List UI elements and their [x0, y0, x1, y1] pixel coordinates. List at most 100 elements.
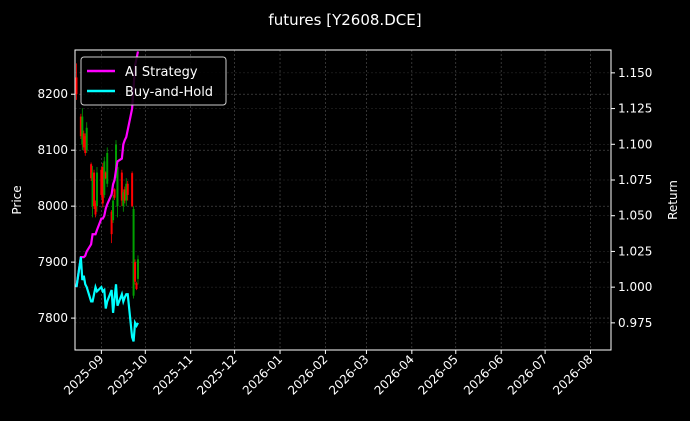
candle-body — [90, 164, 93, 179]
y-tick-label-left: 7900 — [37, 255, 68, 269]
candle — [126, 180, 129, 201]
candle — [82, 130, 85, 151]
y-tick-label-right: 1.100 — [618, 137, 652, 151]
legend-label-buy-and-hold: Buy-and-Hold — [125, 85, 213, 100]
candle-body — [82, 133, 85, 148]
y-tick-label-right: 1.025 — [618, 244, 652, 258]
candle — [104, 171, 107, 180]
candle-body — [75, 77, 78, 95]
x-tick-label: 2026-05 — [416, 352, 461, 397]
candle-body — [112, 200, 115, 221]
candle — [135, 281, 138, 291]
candle-body — [115, 144, 118, 176]
legend-box — [80, 56, 227, 106]
candle-body — [93, 172, 96, 207]
x-tick-label: 2026-02 — [285, 352, 330, 397]
series-lines — [75, 51, 140, 342]
candle — [93, 169, 96, 209]
y-tick-label-left: 7800 — [37, 311, 68, 325]
candle — [123, 186, 126, 204]
y-axis-right: 0.975 1.000 1.025 1.050 1.075 1.100 1.125 1.150 — [611, 66, 652, 330]
y-axis-left: 7800 7900 8000 8100 8200 — [37, 87, 75, 325]
y-tick-label-right: 1.050 — [618, 209, 652, 223]
candle-body — [110, 211, 113, 235]
candle-body — [95, 172, 98, 207]
y-tick-label-right: 1.125 — [618, 102, 652, 116]
x-tick-label: 2025-09 — [61, 352, 106, 397]
grid — [75, 50, 611, 350]
candle — [100, 166, 103, 198]
candle-body — [113, 189, 116, 198]
candle — [79, 113, 82, 139]
series-line-ai-strategy — [75, 51, 140, 288]
series-line-buy-and-hold — [75, 256, 139, 342]
candle-body — [132, 208, 135, 296]
candle — [81, 108, 84, 151]
candle-body — [81, 116, 84, 145]
x-tick-label: 2026-07 — [505, 352, 550, 397]
candle-body — [125, 183, 128, 201]
candle — [134, 259, 137, 285]
candle — [131, 171, 134, 208]
candle — [91, 165, 94, 218]
candle-body — [135, 283, 138, 289]
candle — [101, 163, 104, 208]
candle-body — [106, 152, 109, 184]
candle — [95, 166, 98, 212]
candle — [106, 147, 109, 188]
chart-title: futures [Y2608.DCE] — [268, 11, 421, 29]
candle — [122, 189, 125, 212]
x-tick-label: 2025-12 — [194, 352, 239, 397]
x-tick-label: 2026-04 — [372, 352, 417, 397]
candle-body — [116, 166, 119, 207]
candle-body — [104, 172, 107, 179]
candle — [84, 133, 87, 156]
x-tick-label: 2026-03 — [326, 352, 371, 397]
x-tick-label: 2026-06 — [461, 352, 506, 397]
candle — [112, 194, 115, 223]
candle-body — [85, 127, 88, 151]
candle — [85, 122, 88, 153]
legend-label-ai-strategy: AI Strategy — [125, 65, 198, 80]
candle-body — [79, 116, 82, 137]
candle-body — [122, 192, 125, 207]
x-tick-label: 2025-10 — [105, 352, 150, 397]
candle — [110, 210, 113, 244]
candle-body — [103, 161, 106, 195]
candle — [116, 161, 119, 218]
candle-body — [100, 169, 103, 195]
candle-body — [91, 172, 94, 207]
candle-body — [120, 172, 123, 201]
candle-body — [134, 262, 137, 282]
candle-body — [123, 189, 126, 201]
candle-body — [131, 173, 134, 207]
y-tick-label-right: 0.975 — [618, 316, 652, 330]
candle — [136, 255, 139, 285]
x-tick-label: 2026-08 — [550, 352, 595, 397]
candle — [125, 178, 128, 207]
y-tick-label-right: 1.075 — [618, 173, 652, 187]
y-tick-label-right: 1.150 — [618, 66, 652, 80]
candle-body — [126, 183, 129, 195]
y-tick-label-left: 8000 — [37, 199, 68, 213]
candle-body — [101, 166, 104, 204]
candle — [75, 63, 78, 100]
candle-body — [84, 136, 87, 153]
candle — [120, 169, 123, 207]
y-axis-left-label: Price — [10, 185, 24, 214]
legend: AI Strategy Buy-and-Hold — [80, 56, 227, 106]
x-tick-label: 2026-01 — [240, 352, 285, 397]
candle — [103, 156, 106, 198]
y-tick-label-right: 1.000 — [618, 280, 652, 294]
candle — [113, 188, 116, 200]
y-axis-right-label: Return — [666, 180, 680, 220]
candle — [94, 200, 97, 218]
candle — [132, 206, 135, 299]
candle-body — [94, 203, 97, 215]
x-tick-label: 2025-11 — [150, 352, 195, 397]
axes-frame — [74, 49, 612, 351]
candle — [90, 162, 93, 181]
y-tick-label-left: 8100 — [37, 143, 68, 157]
